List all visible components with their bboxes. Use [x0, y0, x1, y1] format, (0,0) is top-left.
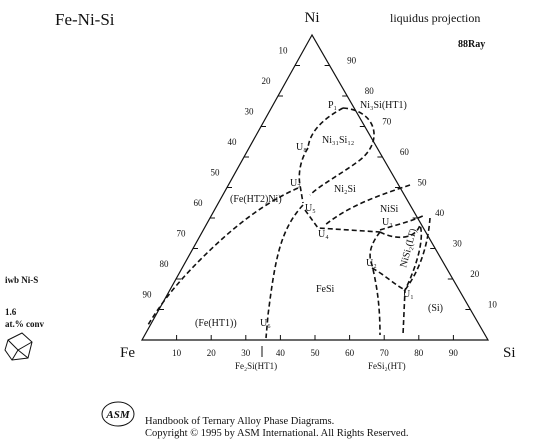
sidebar-text: at.% conv: [5, 319, 44, 329]
triangle: [140, 33, 490, 341]
tick-label: 90: [347, 56, 357, 66]
tick-label: 30: [241, 348, 251, 358]
tick-label: 60: [400, 147, 410, 157]
logo-text: ASM: [105, 409, 130, 421]
tick-label: 90: [143, 290, 153, 300]
ticks: 10 20 30 40 50 60 70 80 90 10 20 30 40 50 60 70 80 90 10 20…: [143, 46, 498, 359]
tick-label: 70: [382, 117, 392, 127]
point-label: U₂: [366, 258, 377, 269]
phase-label: FeSi: [316, 284, 335, 295]
point-label: U₇: [290, 178, 301, 189]
phase-label: (Fe(HT1)): [195, 318, 237, 329]
point-label: U₈: [296, 142, 307, 153]
tick-label: 30: [245, 107, 255, 117]
footer-line: Handbook of Ternary Alloy Phase Diagrams…: [145, 416, 334, 427]
tick-label: 40: [276, 348, 286, 358]
point-label: P₁: [328, 100, 337, 111]
phase-label: NiSi: [380, 204, 399, 215]
phase-label: Ni₃₁Si₁₂: [322, 135, 354, 146]
tick-label: 30: [453, 239, 463, 249]
logo: ASM: [101, 401, 135, 427]
tick-label: 50: [311, 348, 321, 358]
tick-label: 10: [488, 300, 498, 310]
tick-label: 80: [160, 259, 170, 269]
corner-label: Fe: [120, 345, 135, 361]
corner-label: Si: [503, 345, 516, 361]
tick-label: 20: [262, 76, 272, 86]
reference: 88Ray: [458, 39, 485, 50]
sidebar-text: iwb Ni-S: [5, 275, 38, 285]
point-label: U₆: [260, 318, 271, 329]
sidebar-text: 1.6: [5, 307, 17, 317]
tick-label: 70: [177, 229, 187, 239]
tick-label: 80: [365, 86, 375, 96]
phase-label: Fe₂Si(HT1): [235, 361, 277, 371]
tick-label: 10: [172, 348, 182, 358]
point-label: U₃: [382, 217, 393, 228]
tick-label: 80: [414, 348, 424, 358]
subtitle: liquidus projection: [390, 11, 480, 25]
tick-label: 40: [228, 137, 238, 147]
title: Fe-Ni-Si: [55, 10, 115, 29]
tick-label: 90: [449, 348, 459, 358]
tick-label: 70: [380, 348, 390, 358]
tick-label: 60: [194, 198, 204, 208]
tick-label: 20: [207, 348, 217, 358]
tick-label: 40: [435, 208, 445, 218]
phase-label: (Fe(HT2)Ni): [230, 194, 282, 205]
tick-label: 50: [211, 168, 221, 178]
tick-label: 60: [345, 348, 355, 358]
icon: [4, 332, 33, 361]
phase-label: FeSi₂(HT): [368, 361, 406, 371]
tick-label: 10: [279, 46, 289, 56]
point-label: U₁: [403, 289, 414, 300]
footer-line: Copyright © 1995 by ASM International. A…: [145, 428, 408, 439]
apex-label: Ni: [305, 10, 320, 26]
curves: [147, 107, 431, 339]
phase-label: Ni₃Si(HT1): [360, 100, 407, 111]
point-label: U₅: [305, 203, 316, 214]
phase-label: (Si): [428, 303, 443, 314]
phase-label: Ni₂Si: [334, 184, 356, 195]
tick-label: 20: [470, 269, 480, 279]
point-label: U₄: [318, 229, 329, 240]
tick-label: 50: [418, 178, 428, 188]
